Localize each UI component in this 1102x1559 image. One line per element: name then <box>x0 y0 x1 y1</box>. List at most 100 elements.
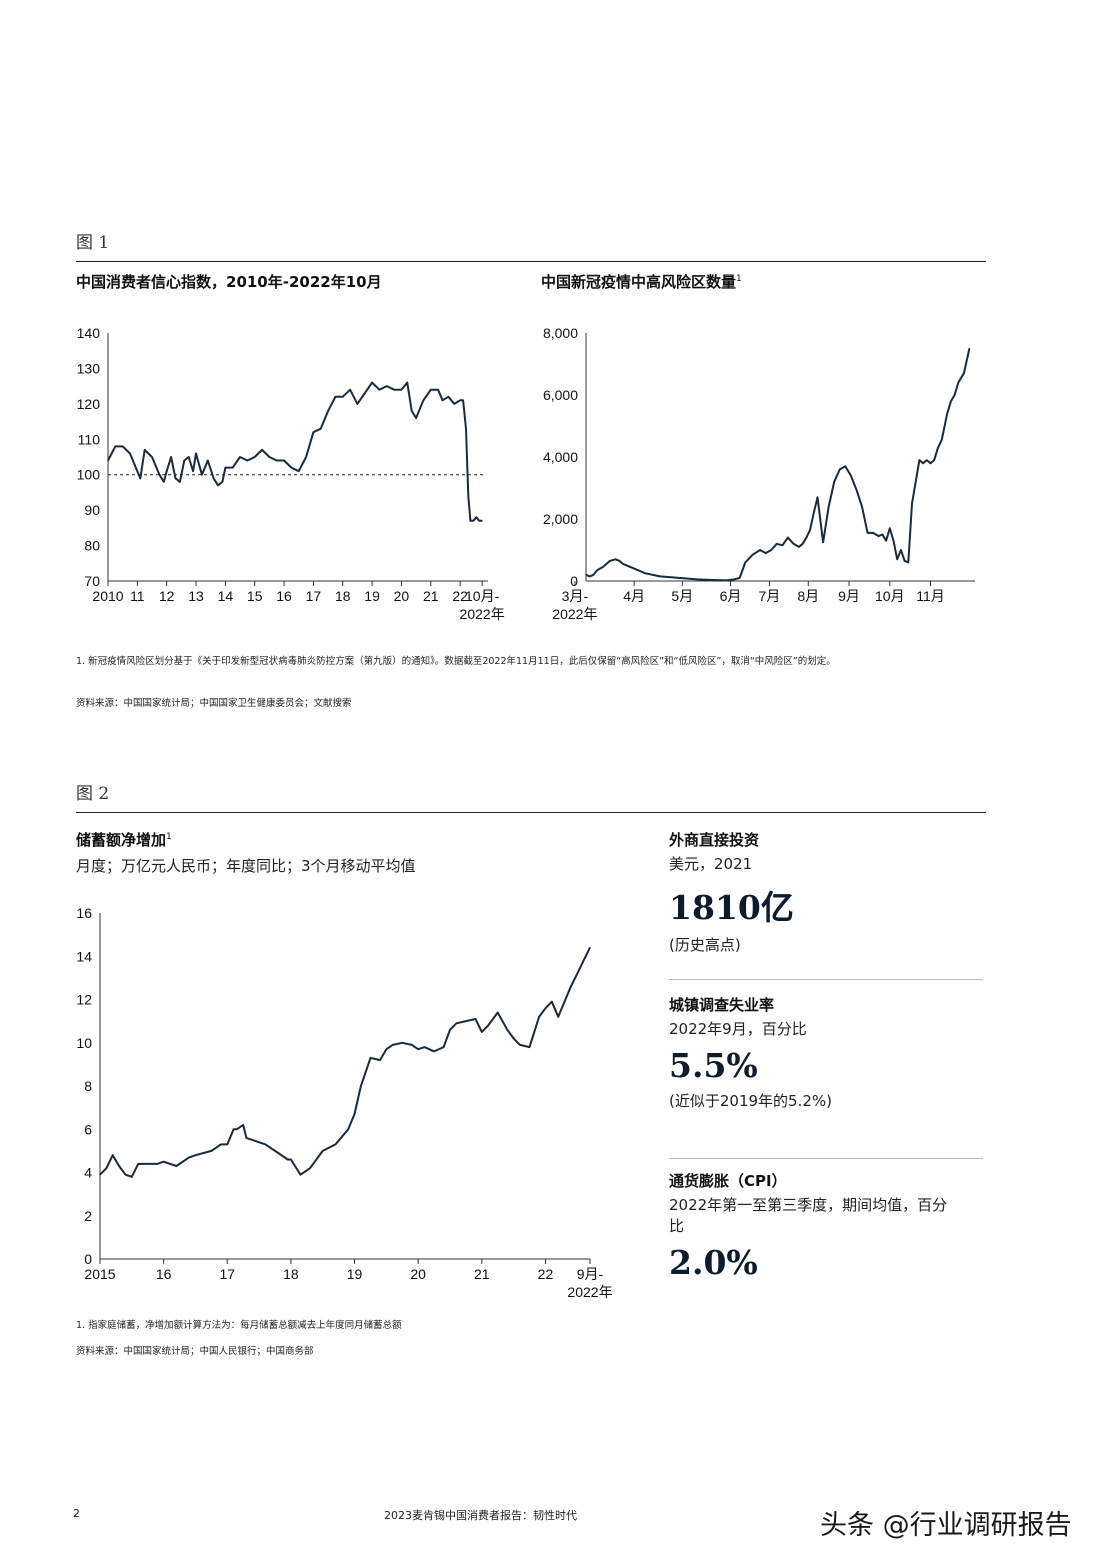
data-point <box>210 1150 212 1152</box>
data-point <box>861 506 863 508</box>
data-point <box>506 1029 508 1031</box>
data-point <box>618 560 620 562</box>
y-tick-label: 80 <box>84 538 100 554</box>
y-tick-label: 0 <box>570 573 578 589</box>
y-tick-label: 4,000 <box>543 449 578 465</box>
data-point <box>787 537 789 539</box>
data-point <box>415 417 417 419</box>
data-point <box>770 549 772 551</box>
data-point <box>478 520 480 522</box>
data-point <box>696 578 698 581</box>
y-tick-label: 2,000 <box>543 511 578 527</box>
data-point <box>929 462 932 464</box>
series-line <box>107 381 483 522</box>
data-point <box>163 1161 165 1163</box>
data-point <box>242 1124 244 1126</box>
data-point <box>855 488 858 491</box>
data-point <box>885 540 887 542</box>
y-tick-label: 6 <box>84 1121 92 1137</box>
data-point <box>872 532 874 534</box>
data-point <box>633 568 635 570</box>
data-point <box>472 520 474 522</box>
data-point <box>179 481 181 483</box>
data-point <box>174 477 177 479</box>
data-point <box>963 372 965 374</box>
data-point <box>609 560 611 562</box>
data-point <box>805 537 808 539</box>
data-point <box>474 1018 477 1020</box>
data-point <box>802 543 804 545</box>
data-point <box>147 1163 149 1165</box>
x-tick-label: 19 <box>347 1266 363 1282</box>
x-tick-label: 5月 <box>671 588 693 604</box>
data-point <box>183 459 185 462</box>
data-point <box>946 413 948 415</box>
right-chart-footnote-mark: 1 <box>736 274 742 284</box>
data-point <box>170 456 172 458</box>
data-point <box>392 1044 394 1046</box>
x-tick-label: 22 <box>538 1266 554 1282</box>
data-point <box>386 385 388 387</box>
y-tick-label: 110 <box>78 431 101 447</box>
x-tick-label: 20 <box>410 1266 426 1282</box>
data-point <box>911 502 913 505</box>
data-point <box>411 410 413 412</box>
data-point <box>467 495 469 497</box>
data-point <box>968 347 971 350</box>
data-point <box>850 475 852 477</box>
y-tick-label: 100 <box>77 467 101 483</box>
data-point <box>726 579 728 581</box>
data-point <box>907 561 909 563</box>
data-point <box>459 399 461 401</box>
data-point <box>423 1046 426 1048</box>
data-point <box>519 1044 521 1046</box>
data-point <box>268 456 270 458</box>
x-tick-label: 6月 <box>720 588 742 604</box>
data-point <box>201 474 203 476</box>
data-point <box>401 1042 403 1044</box>
stat-fdi-title: 外商直接投资 <box>669 831 760 849</box>
stat-unemployment-value: 5.5% <box>669 1046 758 1085</box>
data-point <box>252 1139 254 1141</box>
data-point <box>822 541 824 543</box>
data-point <box>163 481 165 483</box>
data-point <box>107 459 109 462</box>
data-point <box>453 403 455 405</box>
y-tick-label: 10 <box>76 1035 92 1051</box>
x-tick-label: 10月 <box>875 588 905 604</box>
watermark: 头条 @行业调研报告 <box>820 1510 1072 1541</box>
stat-cpi-value: 2.0% <box>669 1243 758 1282</box>
data-point <box>765 552 767 554</box>
data-point <box>369 1057 372 1059</box>
data-point <box>433 1050 435 1052</box>
data-point <box>360 1085 362 1087</box>
data-point <box>889 527 891 529</box>
data-point <box>828 506 830 508</box>
data-point <box>915 481 917 483</box>
x-tick-label: 21 <box>423 588 439 604</box>
data-point <box>776 543 778 545</box>
data-point <box>809 529 811 531</box>
data-point <box>112 1154 114 1156</box>
figure-2-source: 资料来源：中国国家统计局；中国人民银行；中国商务部 <box>76 1346 314 1357</box>
data-point <box>226 1143 228 1145</box>
data-point <box>798 546 800 548</box>
data-point <box>957 382 959 384</box>
data-point <box>422 399 425 401</box>
data-point <box>441 399 444 401</box>
data-point <box>207 459 209 462</box>
stat-cpi-title: 通货膨胀（CPI） <box>669 1172 787 1190</box>
savings-chart-title-text: 储蓄额净增加 <box>76 831 167 849</box>
data-point <box>312 431 315 433</box>
data-point <box>124 1174 127 1176</box>
data-point <box>622 563 624 565</box>
data-point <box>217 484 219 486</box>
data-point <box>327 410 329 412</box>
data-point <box>933 459 935 461</box>
data-point <box>715 579 717 581</box>
data-point <box>144 449 146 451</box>
data-point <box>411 1044 413 1046</box>
data-point <box>175 1165 177 1167</box>
figure-2-footnote: 1. 指家庭储蓄，净增加额计算方法为：每月储蓄总额减去上年度同月储蓄总额 <box>76 1320 402 1331</box>
data-point <box>659 575 661 577</box>
